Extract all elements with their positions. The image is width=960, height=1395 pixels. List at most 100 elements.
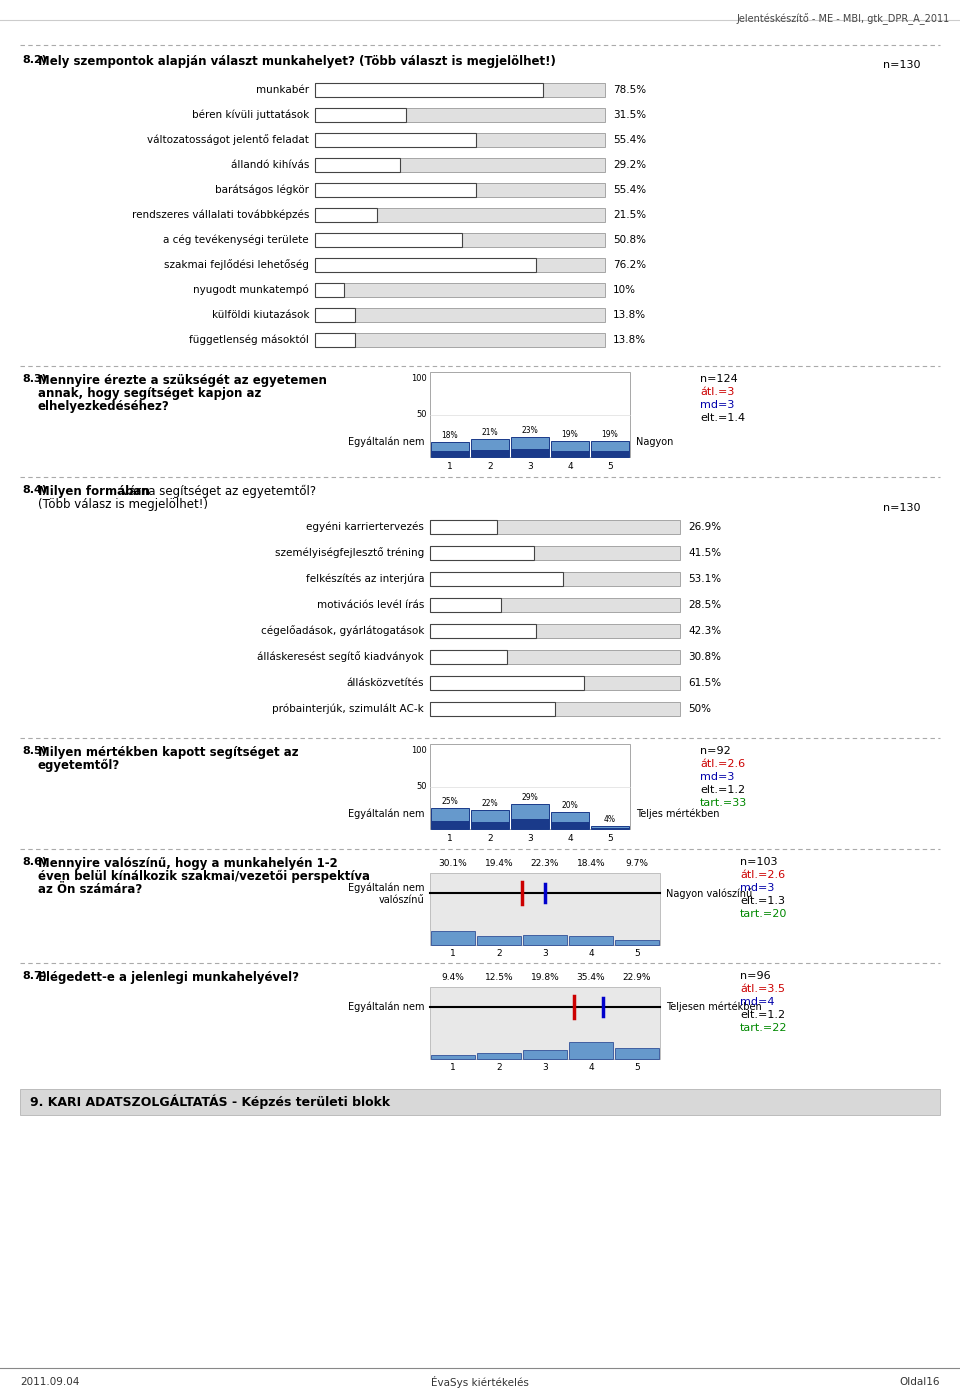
Text: 5: 5 <box>635 1063 640 1071</box>
Text: n=103: n=103 <box>740 857 778 868</box>
Text: Nagyon valószínű: Nagyon valószínű <box>666 887 753 898</box>
Text: 4: 4 <box>588 1063 594 1071</box>
Text: Egyáltalán nem: Egyáltalán nem <box>348 437 424 446</box>
Text: függetlenség másoktól: függetlenség másoktól <box>189 335 309 345</box>
Text: 41.5%: 41.5% <box>688 548 721 558</box>
Text: rendszeres vállalati továbbképzés: rendszeres vállalati továbbképzés <box>132 209 309 220</box>
Text: 3: 3 <box>542 1063 548 1071</box>
Bar <box>430 372 630 458</box>
Text: elt.=1.2: elt.=1.2 <box>700 785 745 795</box>
Text: 29.2%: 29.2% <box>613 160 646 170</box>
Text: átl.=3.5: átl.=3.5 <box>740 983 785 995</box>
Bar <box>315 283 605 297</box>
Text: tart.=22: tart.=22 <box>740 1023 787 1034</box>
Text: 25%: 25% <box>442 797 458 806</box>
Text: 8.6): 8.6) <box>22 857 47 868</box>
Bar <box>471 822 509 829</box>
Text: 2: 2 <box>487 462 492 472</box>
Text: Egyáltalán nem: Egyáltalán nem <box>348 809 424 819</box>
Bar <box>430 545 680 559</box>
Text: 1: 1 <box>450 1063 456 1071</box>
Text: md=3: md=3 <box>700 400 734 410</box>
Text: 50%: 50% <box>688 704 711 714</box>
Text: Jelentéskészítő - ME - MBI, gtk_DPR_A_2011: Jelentéskészítő - ME - MBI, gtk_DPR_A_20… <box>736 13 950 25</box>
Bar <box>431 1055 475 1059</box>
Text: 13.8%: 13.8% <box>613 335 646 345</box>
Bar <box>315 183 605 197</box>
Text: 8.5): 8.5) <box>22 746 47 756</box>
Text: 1: 1 <box>447 462 453 472</box>
Bar <box>430 572 563 586</box>
Bar <box>315 133 605 146</box>
Text: 4: 4 <box>588 949 594 958</box>
Bar <box>471 810 509 829</box>
Bar <box>430 873 660 944</box>
Text: ÉvaSys kiértékelés: ÉvaSys kiértékelés <box>431 1375 529 1388</box>
Text: 35.4%: 35.4% <box>577 972 606 982</box>
Text: md=3: md=3 <box>740 883 775 893</box>
Text: munkabér: munkabér <box>256 85 309 95</box>
Bar <box>315 333 605 347</box>
Text: 5: 5 <box>607 834 612 843</box>
Text: Elégedett-e a jelenlegi munkahelyével?: Elégedett-e a jelenlegi munkahelyével? <box>38 971 299 983</box>
Bar <box>430 650 680 664</box>
Text: Nagyon: Nagyon <box>636 437 673 446</box>
Text: 9.7%: 9.7% <box>626 859 649 868</box>
Text: 100: 100 <box>411 374 427 384</box>
Bar <box>591 826 629 829</box>
Text: változatosságot jelentő feladat: változatosságot jelentő feladat <box>147 134 309 145</box>
Text: 19%: 19% <box>562 430 578 439</box>
Text: annak, hogy segítséget kapjon az: annak, hogy segítséget kapjon az <box>38 386 261 400</box>
Bar <box>591 451 629 458</box>
Text: 26.9%: 26.9% <box>688 522 721 531</box>
Bar <box>430 702 555 716</box>
Text: 3: 3 <box>542 949 548 958</box>
Text: 23%: 23% <box>521 427 539 435</box>
Text: 2: 2 <box>496 1063 502 1071</box>
Text: Teljes mértékben: Teljes mértékben <box>636 809 719 819</box>
Text: 18%: 18% <box>442 431 458 439</box>
Text: 10%: 10% <box>613 285 636 294</box>
Bar <box>315 258 605 272</box>
Text: a cég tevékenységi területe: a cég tevékenységi területe <box>163 234 309 246</box>
Text: 22%: 22% <box>482 799 498 808</box>
Text: 50.8%: 50.8% <box>613 234 646 246</box>
Text: egyetemtől?: egyetemtől? <box>38 759 120 773</box>
Bar <box>315 333 355 347</box>
Text: próbainterjúk, szimulált AC-k: próbainterjúk, szimulált AC-k <box>273 703 424 714</box>
Bar <box>430 744 630 829</box>
Text: 53.1%: 53.1% <box>688 573 721 585</box>
Bar <box>569 936 613 944</box>
Text: 9. KARI ADATSZOLGÁLTATÁS - Képzés területi blokk: 9. KARI ADATSZOLGÁLTATÁS - Képzés terüle… <box>30 1095 390 1109</box>
Text: 100: 100 <box>411 746 427 755</box>
Bar <box>431 442 469 458</box>
Text: 55.4%: 55.4% <box>613 186 646 195</box>
Bar <box>511 819 549 829</box>
Text: 5: 5 <box>635 949 640 958</box>
Bar <box>511 805 549 829</box>
Bar <box>315 82 542 98</box>
Text: várna segítséget az egyetemtől?: várna segítséget az egyetemtől? <box>117 485 316 498</box>
Bar <box>523 935 567 944</box>
Text: átl.=2.6: átl.=2.6 <box>700 759 745 769</box>
Bar <box>477 936 521 944</box>
Bar <box>471 439 509 458</box>
Bar <box>430 988 660 1059</box>
Text: 21%: 21% <box>482 428 498 437</box>
Text: Egyáltalán nem: Egyáltalán nem <box>348 883 424 893</box>
Text: 1: 1 <box>447 834 453 843</box>
Text: 50: 50 <box>417 783 427 791</box>
Text: n=96: n=96 <box>740 971 771 981</box>
Text: tart.=33: tart.=33 <box>700 798 747 808</box>
Text: 22.9%: 22.9% <box>623 972 651 982</box>
Text: Mely szempontok alapján választ munkahelyet? (Több választ is megjelölhet!): Mely szempontok alapján választ munkahel… <box>38 54 556 68</box>
Text: 3: 3 <box>527 462 533 472</box>
Text: n=130: n=130 <box>882 504 920 513</box>
Bar <box>511 449 549 458</box>
Text: átl.=3: átl.=3 <box>700 386 734 398</box>
Bar <box>569 1042 613 1059</box>
Bar <box>551 441 589 458</box>
Bar <box>315 133 475 146</box>
Bar <box>591 441 629 458</box>
Text: barátságos légkör: barátságos légkör <box>215 184 309 195</box>
